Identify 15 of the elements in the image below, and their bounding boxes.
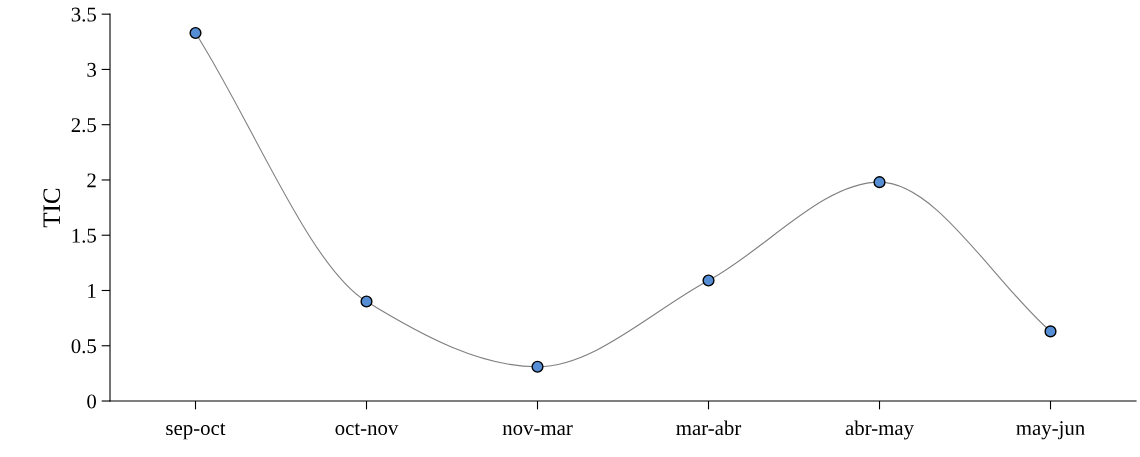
y-tick-label: 0.5	[71, 339, 96, 354]
x-tick-label: sep-oct	[166, 423, 226, 440]
x-tick-label: abr-may	[845, 420, 914, 440]
x-tick-label: nov-mar	[502, 425, 573, 436]
y-axis-title: TIC	[43, 188, 61, 228]
y-tick-label: 3.5	[71, 7, 96, 22]
y-tick-label: 0	[87, 394, 97, 409]
x-tick-label: may-jun	[1016, 421, 1085, 440]
y-tick-label: 1.5	[72, 228, 96, 243]
y-tick-label: 3	[87, 62, 96, 77]
x-tick-label: oct-nov	[335, 423, 399, 436]
y-tick-label: 1	[88, 283, 96, 298]
y-tick-label: 2.5	[71, 118, 96, 133]
y-tick-label: 2	[87, 173, 96, 188]
x-tick-label: mar-abr	[676, 420, 742, 436]
